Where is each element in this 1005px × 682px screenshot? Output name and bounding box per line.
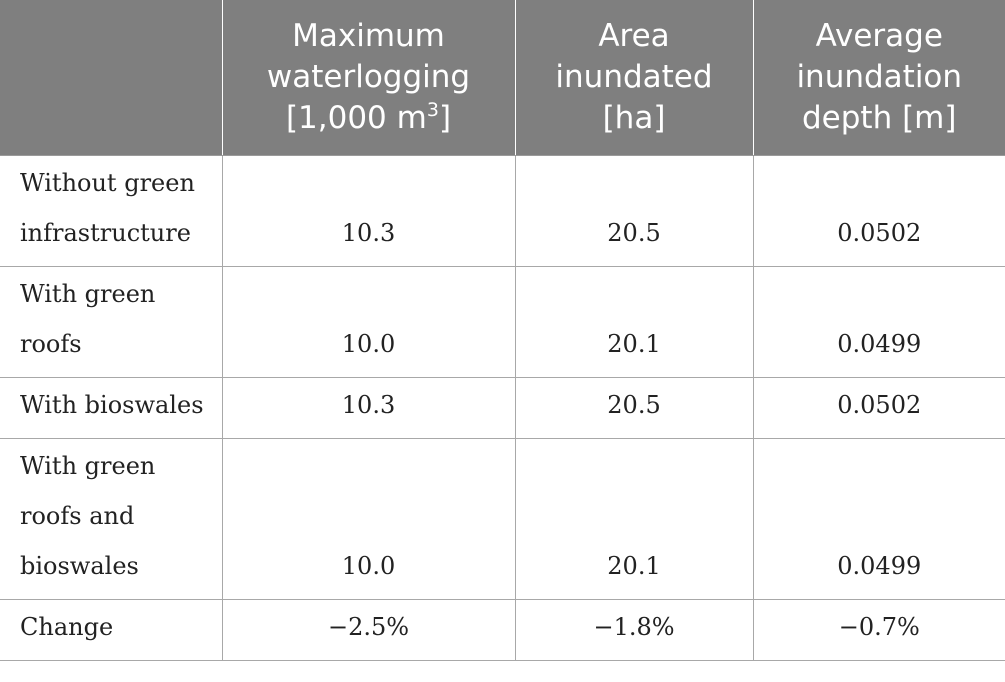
header-line: Average	[815, 18, 943, 54]
row-label-line: Change	[20, 613, 114, 641]
header-line: waterlogging	[266, 59, 471, 95]
row-label-line: roofs	[20, 330, 82, 358]
row-label-line: roofs and	[20, 502, 135, 530]
header-row: Maximum waterlogging [1,000 m3] Area inu…	[0, 0, 1005, 156]
avg-depth-cell: 0.0499	[752, 438, 1005, 600]
table-row: With green roofs and bioswales 10.0 20.1…	[0, 438, 1005, 600]
table-body: Without green infrastructure 10.3 20.5 0…	[0, 155, 1005, 661]
header-empty-cell	[0, 0, 222, 156]
table-header: Maximum waterlogging [1,000 m3] Area inu…	[0, 0, 1005, 156]
row-label: With bioswales	[0, 377, 223, 439]
header-line: depth [m]	[802, 100, 957, 136]
row-label-line: With green	[20, 280, 156, 308]
header-average-depth: Average inundation depth [m]	[752, 0, 1005, 156]
header-line: inundation	[796, 59, 963, 95]
inundation-results-table: Maximum waterlogging [1,000 m3] Area inu…	[0, 0, 1005, 661]
row-label-line: bioswales	[20, 552, 139, 580]
header-area-inundated: Area inundated [ha]	[514, 0, 753, 156]
avg-depth-cell: 0.0499	[752, 266, 1005, 378]
area-inundated-cell: −1.8%	[514, 599, 754, 661]
max-waterlogging-cell: −2.5%	[221, 599, 516, 661]
unit-suffix: ]	[438, 100, 452, 136]
max-waterlogging-cell: 10.3	[221, 155, 516, 267]
max-waterlogging-cell: 10.3	[221, 377, 516, 439]
table-row: With green roofs 10.0 20.1 0.0499	[0, 266, 1005, 378]
area-inundated-cell: 20.1	[514, 266, 754, 378]
avg-depth-cell: 0.0502	[752, 377, 1005, 439]
table-row: With bioswales 10.3 20.5 0.0502	[0, 377, 1005, 439]
header-line: Area	[598, 18, 670, 54]
unit-superscript: 3	[426, 99, 439, 121]
area-inundated-cell: 20.1	[514, 438, 754, 600]
row-label: Change	[0, 599, 223, 661]
area-inundated-cell: 20.5	[514, 155, 754, 267]
header-line: [ha]	[602, 100, 666, 136]
row-label-line: With green	[20, 452, 156, 480]
header-line: inundated	[555, 59, 713, 95]
max-waterlogging-cell: 10.0	[221, 266, 516, 378]
row-label-line: Without green	[20, 169, 195, 197]
max-waterlogging-cell: 10.0	[221, 438, 516, 600]
row-label: Without green infrastructure	[0, 155, 223, 267]
row-label-line: infrastructure	[20, 219, 191, 247]
row-label: With green roofs	[0, 266, 223, 378]
unit-prefix: [1,000 m	[285, 100, 427, 136]
avg-depth-cell: −0.7%	[752, 599, 1005, 661]
area-inundated-cell: 20.5	[514, 377, 754, 439]
row-label-line: With bioswales	[20, 391, 204, 419]
table-row: Change −2.5% −1.8% −0.7%	[0, 599, 1005, 661]
avg-depth-cell: 0.0502	[752, 155, 1005, 267]
header-line: Maximum	[292, 18, 445, 54]
row-label: With green roofs and bioswales	[0, 438, 223, 600]
header-unit: [1,000 m3]	[233, 98, 505, 139]
header-max-waterlogging: Maximum waterlogging [1,000 m3]	[221, 0, 515, 156]
table-row: Without green infrastructure 10.3 20.5 0…	[0, 155, 1005, 267]
